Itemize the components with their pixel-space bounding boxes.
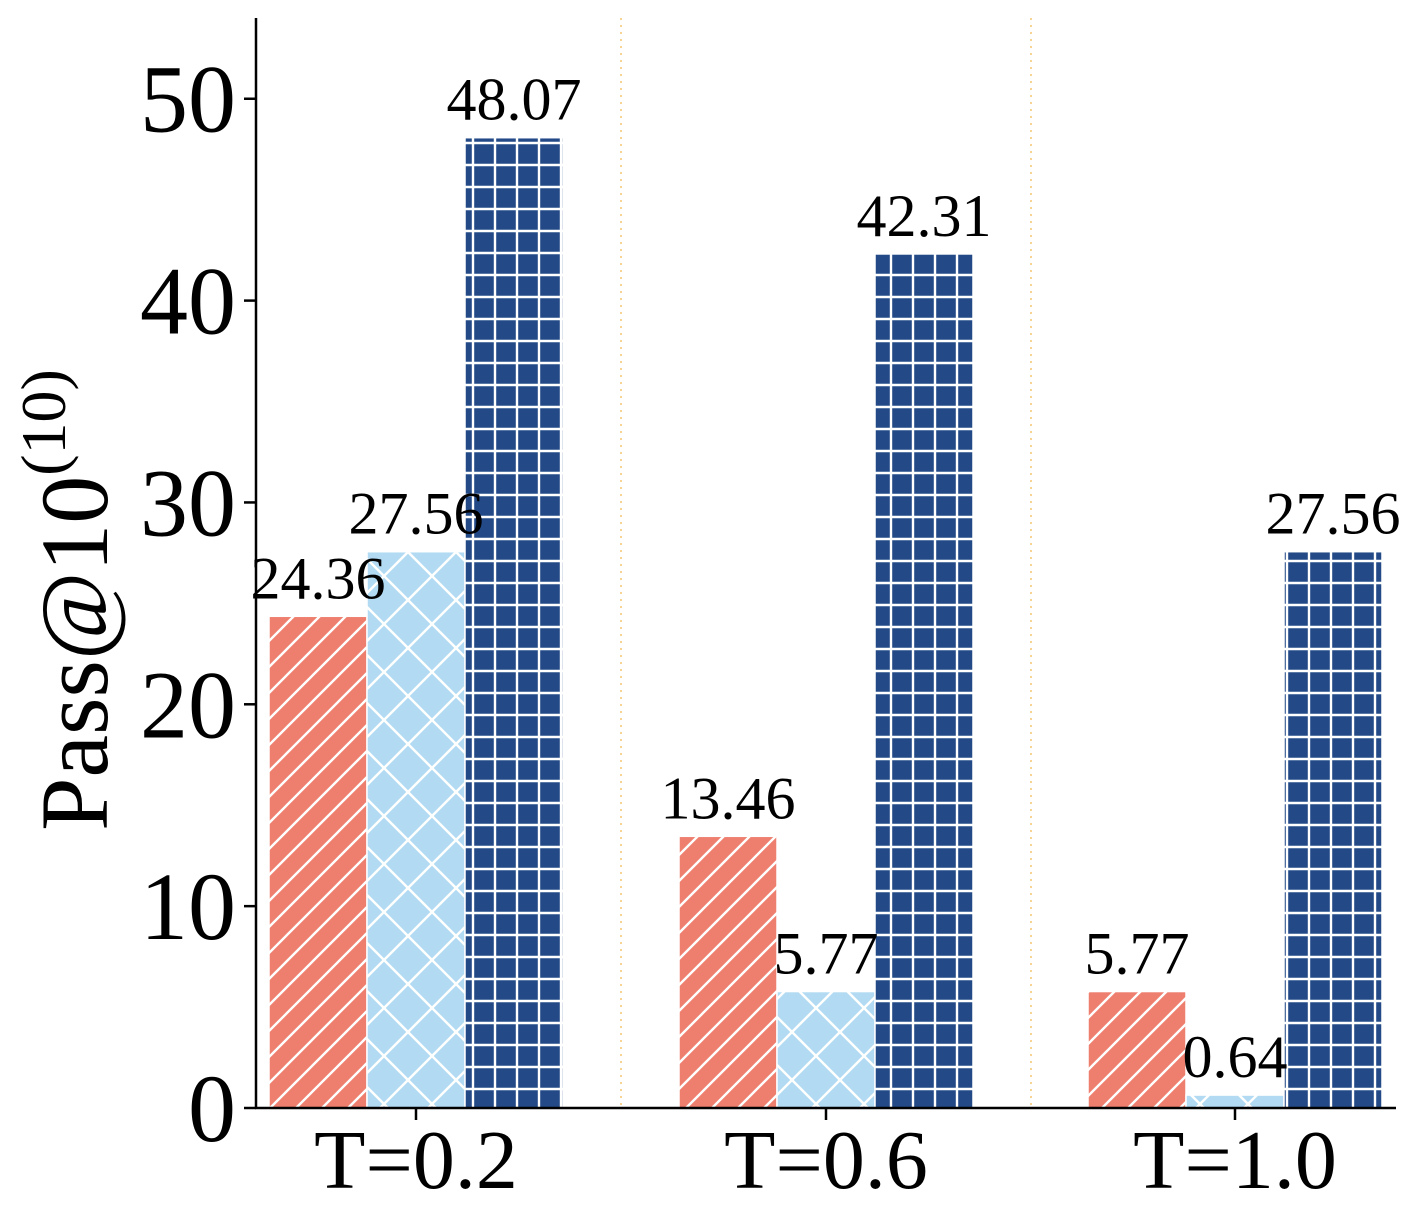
x-tick-label-T10: T=1.0 xyxy=(1133,1114,1337,1207)
bar-series3-T02 xyxy=(464,136,564,1109)
value-label-series1-T06: 13.46 xyxy=(661,765,796,831)
y-tick-label-30: 30 xyxy=(140,449,236,556)
bar-series1-T02 xyxy=(268,615,368,1109)
y-axis-title-main: Pass@10 xyxy=(21,476,128,831)
y-tick-label-0: 0 xyxy=(188,1055,236,1162)
axes-layer: 0 10 20 30 40 50 T=0.2 T=0.6 T=1.0 xyxy=(140,18,1396,1207)
bar-series2-T02 xyxy=(366,550,466,1109)
value-label-series3-T10: 27.56 xyxy=(1266,481,1401,547)
value-label-series3-T06: 42.31 xyxy=(857,183,992,249)
x-tick-label-T02: T=0.2 xyxy=(314,1114,518,1207)
x-tick-label-T06: T=0.6 xyxy=(724,1114,928,1207)
value-label-series1-T10: 5.77 xyxy=(1085,921,1190,987)
y-tick-label-10: 10 xyxy=(140,853,236,960)
y-tick-label-50: 50 xyxy=(140,46,236,153)
value-label-series2-T02: 27.56 xyxy=(349,481,484,547)
bar-series3-T06 xyxy=(874,253,974,1109)
y-axis-title: Pass@10(10) xyxy=(8,369,128,831)
bar-series2-T10 xyxy=(1185,1094,1285,1109)
bar-series2-T06 xyxy=(776,990,876,1109)
value-label-series1-T02: 24.36 xyxy=(251,545,386,611)
y-tick-label-20: 20 xyxy=(140,651,236,758)
y-tick-label-40: 40 xyxy=(140,248,236,355)
bar-series3-T10 xyxy=(1283,550,1383,1109)
y-axis-title-superscript: (10) xyxy=(8,369,79,476)
bar-series1-T10 xyxy=(1087,990,1187,1109)
value-label-series3-T02: 48.07 xyxy=(447,67,582,133)
value-label-series2-T10: 0.64 xyxy=(1183,1024,1288,1090)
bar-series1-T06 xyxy=(678,835,778,1109)
bars-layer xyxy=(268,136,1383,1109)
value-label-series2-T06: 5.77 xyxy=(774,921,879,987)
value-labels-layer: 24.36 13.46 5.77 27.56 5.77 0.64 48.07 42.31 27.… xyxy=(251,67,1401,1090)
